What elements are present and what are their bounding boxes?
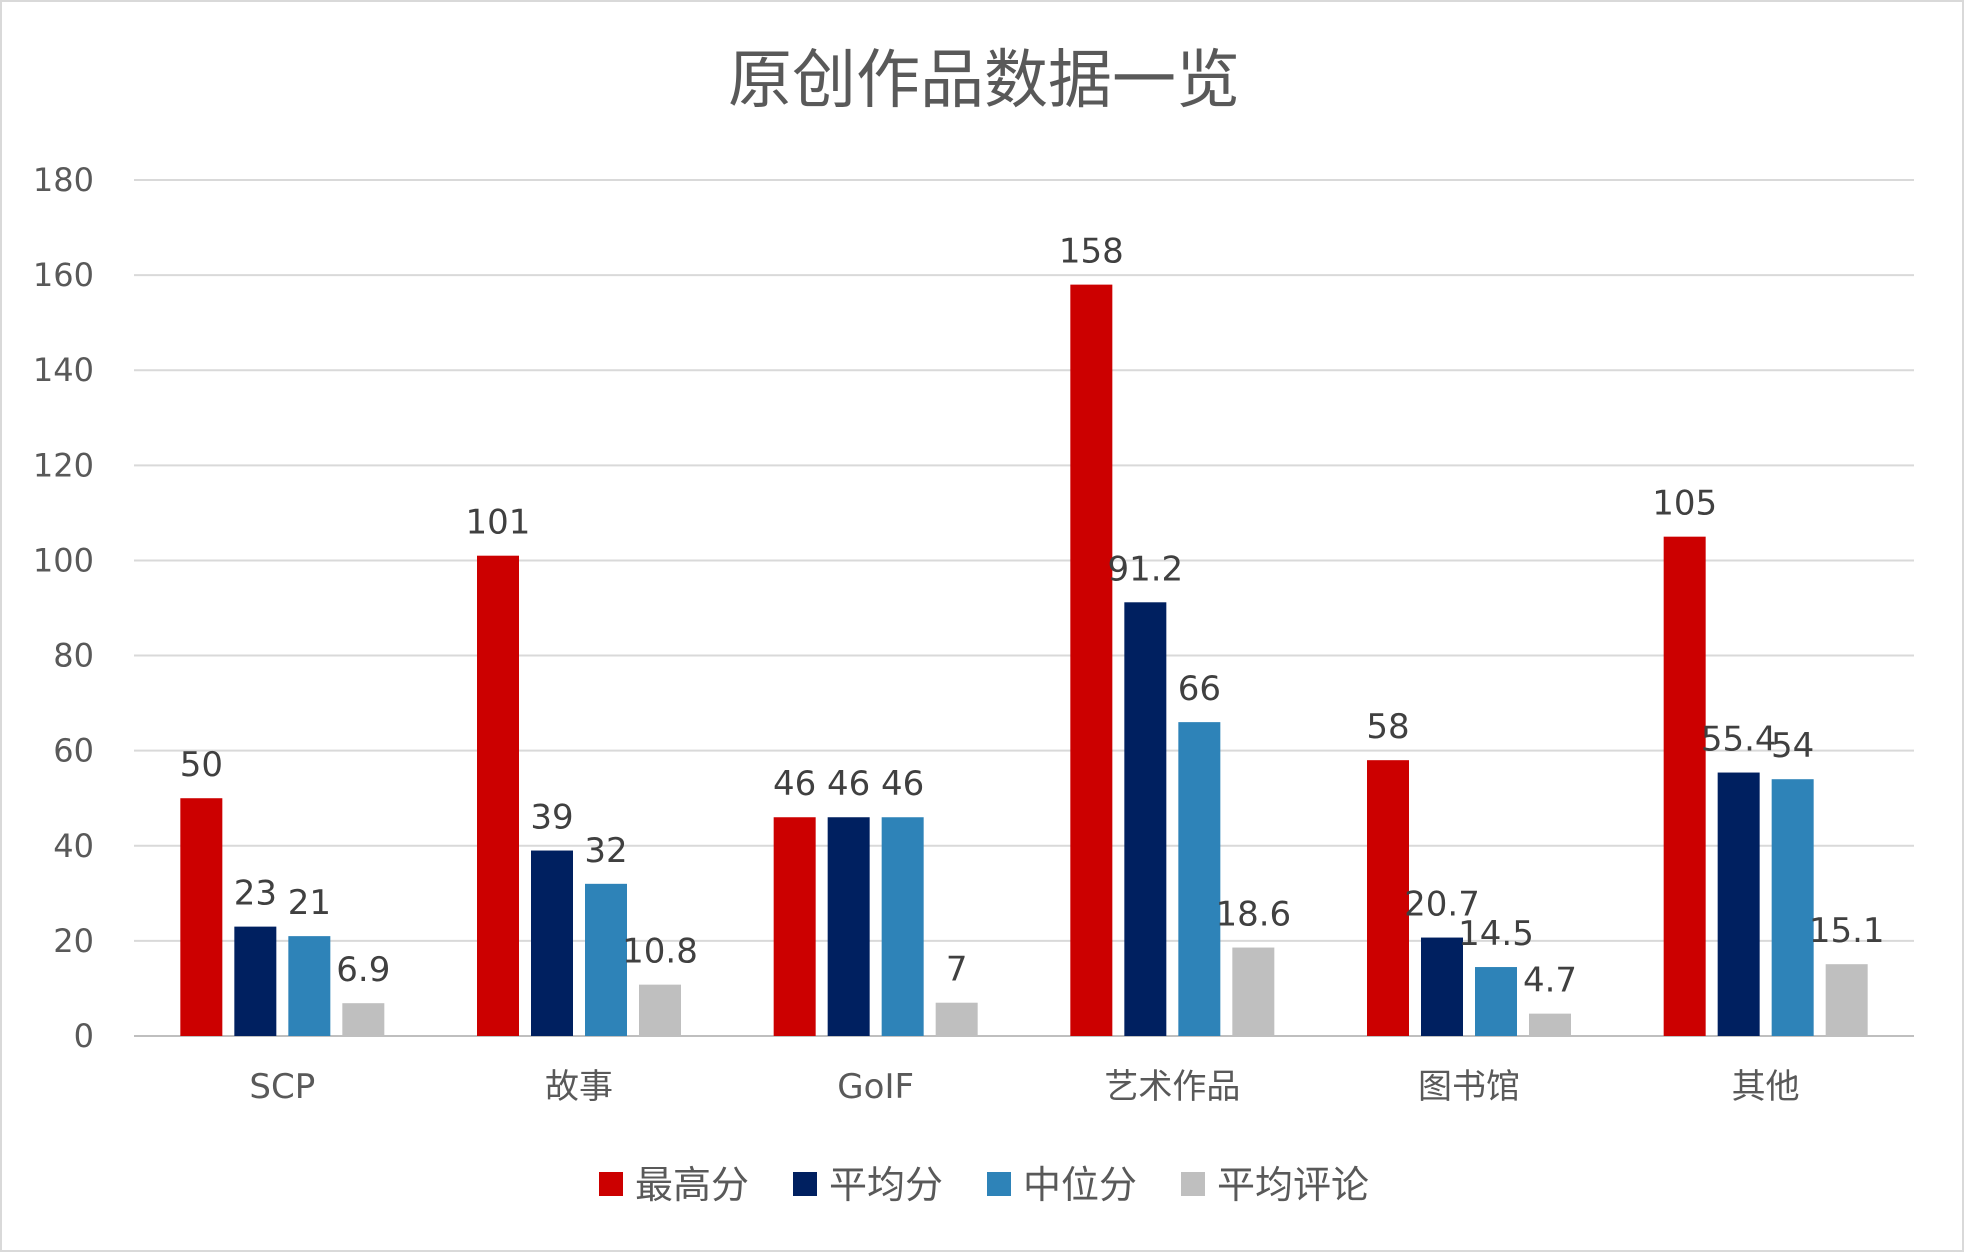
data-label: 66 <box>1178 669 1221 709</box>
bar-3-3 <box>1232 947 1275 1036</box>
data-label: 6.9 <box>336 950 390 990</box>
bar-2-0 <box>773 817 816 1036</box>
y-tick-label: 0 <box>74 1017 94 1055</box>
x-category-label: 故事 <box>545 1067 613 1107</box>
data-label: 158 <box>1059 232 1124 272</box>
data-labels: 50 23 216.9 101 39 32 10.8 46 46 46 7 158 91.2 66 18.6… <box>180 232 1885 1001</box>
bar-4-2 <box>1475 967 1517 1036</box>
data-label: 54 <box>1771 726 1814 766</box>
bar-5-0 <box>1663 536 1706 1036</box>
x-category-label: 艺术作品 <box>1104 1067 1240 1107</box>
data-label: 7 <box>946 950 968 990</box>
y-tick-label: 180 <box>33 161 94 199</box>
data-label: 46 <box>881 764 924 804</box>
legend-swatch <box>599 1172 623 1196</box>
data-label: 50 <box>180 745 223 785</box>
bar-5-1 <box>1717 772 1760 1036</box>
data-label: 10.8 <box>622 932 698 972</box>
bar-0-3 <box>342 1003 385 1036</box>
bars <box>180 284 1868 1037</box>
x-category-label: GoIF <box>837 1067 914 1107</box>
legend: 最高分 平均分 中位分 平均评论 <box>599 1163 1369 1207</box>
data-label: 46 <box>773 764 816 804</box>
bar-4-3 <box>1529 1013 1571 1036</box>
legend-swatch <box>1181 1172 1205 1196</box>
data-label: 14.5 <box>1458 914 1534 954</box>
y-tick-label: 100 <box>33 541 94 579</box>
bar-1-2 <box>585 883 627 1036</box>
bar-2-2 <box>881 817 924 1036</box>
data-label: 46 <box>827 764 870 804</box>
data-label: 91.2 <box>1107 549 1183 589</box>
chart-title: 原创作品数据一览 <box>728 44 1240 118</box>
data-label: 4.7 <box>1523 961 1577 1001</box>
legend-label: 平均分 <box>829 1163 943 1207</box>
bar-5-2 <box>1771 779 1814 1036</box>
y-tick-label: 40 <box>53 827 94 865</box>
x-axis-categories: SCP 故事 GoIF 艺术作品 图书馆 其他 <box>249 1067 1799 1107</box>
x-category-label: SCP <box>249 1067 315 1107</box>
legend-label: 中位分 <box>1023 1163 1137 1207</box>
data-label: 23 <box>234 874 277 914</box>
y-tick-label: 60 <box>53 732 94 770</box>
gridlines <box>134 179 1914 1037</box>
y-tick-label: 120 <box>33 446 94 484</box>
x-category-label: 图书馆 <box>1418 1067 1520 1107</box>
bar-0-1 <box>234 926 277 1036</box>
bar-1-1 <box>531 850 573 1036</box>
data-label: 55.4 <box>1701 720 1777 760</box>
bar-0-0 <box>180 798 223 1036</box>
bar-4-1 <box>1421 937 1463 1036</box>
y-axis-ticks: 0 20 40 60 80 100 120 140 160 180 <box>33 161 94 1055</box>
data-label: 32 <box>584 831 627 871</box>
data-label: 58 <box>1366 707 1409 747</box>
legend-swatch <box>793 1172 817 1196</box>
y-tick-label: 140 <box>33 351 94 389</box>
legend-swatch <box>987 1172 1011 1196</box>
legend-label: 平均评论 <box>1217 1163 1369 1207</box>
data-label: 21 <box>288 883 331 923</box>
y-tick-label: 20 <box>53 922 94 960</box>
bar-3-2 <box>1178 722 1221 1036</box>
bar-2-3 <box>935 1002 978 1036</box>
bar-3-0 <box>1070 284 1113 1037</box>
x-category-label: 其他 <box>1732 1067 1800 1107</box>
bar-2-1 <box>827 817 870 1036</box>
data-label: 20.7 <box>1404 885 1480 925</box>
bar-5-3 <box>1825 964 1868 1036</box>
y-tick-label: 80 <box>53 637 94 675</box>
bar-4-0 <box>1367 760 1409 1036</box>
bar-1-3 <box>639 984 681 1036</box>
legend-label: 最高分 <box>635 1163 749 1207</box>
bar-1-0 <box>477 555 519 1036</box>
data-label: 101 <box>466 503 531 543</box>
bar-3-1 <box>1124 602 1167 1036</box>
bar-0-2 <box>288 936 331 1036</box>
data-label: 18.6 <box>1215 895 1291 935</box>
data-label: 15.1 <box>1809 911 1885 951</box>
y-tick-label: 160 <box>33 256 94 294</box>
data-label: 39 <box>530 798 573 838</box>
data-label: 105 <box>1652 484 1717 524</box>
